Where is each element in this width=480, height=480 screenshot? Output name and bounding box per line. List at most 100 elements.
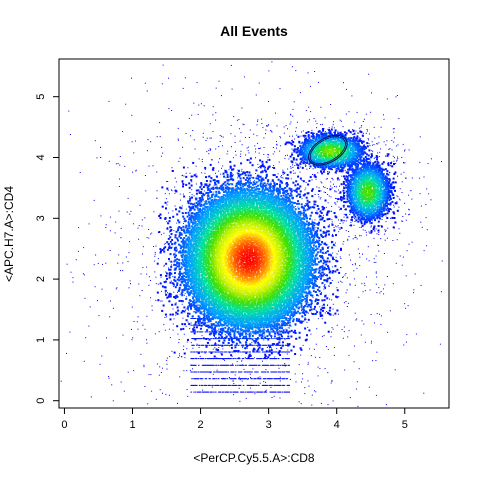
event-dot <box>183 310 186 313</box>
event-dot <box>270 330 272 332</box>
event-dot <box>184 226 187 229</box>
event-dot <box>215 112 217 114</box>
event-dot <box>100 157 102 158</box>
event-dot <box>220 188 223 191</box>
event-dot <box>231 146 232 148</box>
event-dot <box>306 321 308 323</box>
event-dot <box>223 320 226 323</box>
event-dot <box>300 166 302 168</box>
event-dot <box>219 135 221 137</box>
event-dot <box>279 88 281 90</box>
event-dot <box>216 215 219 218</box>
event-dot <box>207 212 210 215</box>
event-dot <box>161 300 163 302</box>
event-dot <box>287 128 288 130</box>
event-dot <box>190 281 193 284</box>
event-dot <box>396 239 398 241</box>
event-dot <box>397 144 399 146</box>
event-dot <box>188 268 191 271</box>
event-dot <box>216 224 218 227</box>
event-dot <box>223 239 226 242</box>
event-dot <box>177 290 180 292</box>
event-dot <box>371 141 373 143</box>
event-dot <box>190 273 193 276</box>
event-dot <box>228 289 230 292</box>
event-dot <box>263 147 265 148</box>
event-dot <box>331 266 333 268</box>
event-dot <box>201 195 204 198</box>
event-dot <box>96 300 98 302</box>
event-dot <box>197 319 199 321</box>
event-dot <box>212 294 215 297</box>
event-dot <box>137 328 139 330</box>
event-dot <box>392 155 394 157</box>
event-dot <box>127 197 129 199</box>
event-dot <box>321 182 323 184</box>
event-dot <box>253 240 255 242</box>
event-dot <box>210 278 213 281</box>
event-dot <box>93 264 95 266</box>
event-dot <box>319 368 321 370</box>
event-dot <box>313 176 315 178</box>
event-dot <box>230 207 233 210</box>
event-dot <box>206 261 208 264</box>
event-dot <box>255 151 256 153</box>
event-dot <box>404 303 406 305</box>
event-dot <box>426 188 428 190</box>
event-dot <box>213 200 216 202</box>
event-dot <box>214 219 217 222</box>
event-dot <box>292 115 294 117</box>
event-dot <box>250 176 252 178</box>
event-dot <box>220 294 223 297</box>
event-dot <box>105 227 107 228</box>
event-dot <box>226 312 229 315</box>
event-dot <box>199 239 202 242</box>
event-dot <box>216 270 219 273</box>
event-dot <box>330 104 332 105</box>
event-dot <box>141 290 143 291</box>
event-dot <box>255 173 257 174</box>
event-dot <box>427 163 429 165</box>
event-dot <box>161 285 164 288</box>
event-dot <box>192 240 195 243</box>
event-dot <box>211 214 214 216</box>
event-dot <box>139 295 141 297</box>
event-dot <box>410 190 412 192</box>
event-dot <box>193 246 196 249</box>
event-dot <box>375 360 377 361</box>
event-dot <box>198 104 200 106</box>
event-dot <box>221 303 224 306</box>
event-dot <box>323 169 325 171</box>
event-dot <box>292 238 294 240</box>
event-dot <box>193 274 196 277</box>
event-dot <box>231 329 234 332</box>
event-dot <box>159 389 161 391</box>
event-dot <box>223 197 226 200</box>
event-dot <box>227 328 230 331</box>
event-dot <box>211 238 214 241</box>
event-dot <box>158 331 160 333</box>
event-dot <box>202 194 205 197</box>
event-dot <box>328 246 330 248</box>
event-dot <box>162 367 163 369</box>
event-dot <box>169 253 172 256</box>
event-dot <box>181 254 184 257</box>
event-dot <box>331 223 333 225</box>
event-dot <box>205 262 208 265</box>
event-dot <box>204 273 207 276</box>
event-dot <box>288 327 290 329</box>
event-dot <box>224 318 226 321</box>
event-dot <box>227 183 230 186</box>
event-dot <box>185 278 188 281</box>
event-dot <box>323 186 324 188</box>
event-dot <box>196 239 199 242</box>
event-dot <box>151 309 153 311</box>
event-dot <box>206 259 209 262</box>
event-dot <box>185 265 188 268</box>
event-dot <box>219 296 222 298</box>
event-dot <box>369 223 371 225</box>
event-dot <box>174 264 177 267</box>
event-dot <box>188 227 191 230</box>
event-dot <box>332 179 334 181</box>
event-dot <box>204 263 207 266</box>
